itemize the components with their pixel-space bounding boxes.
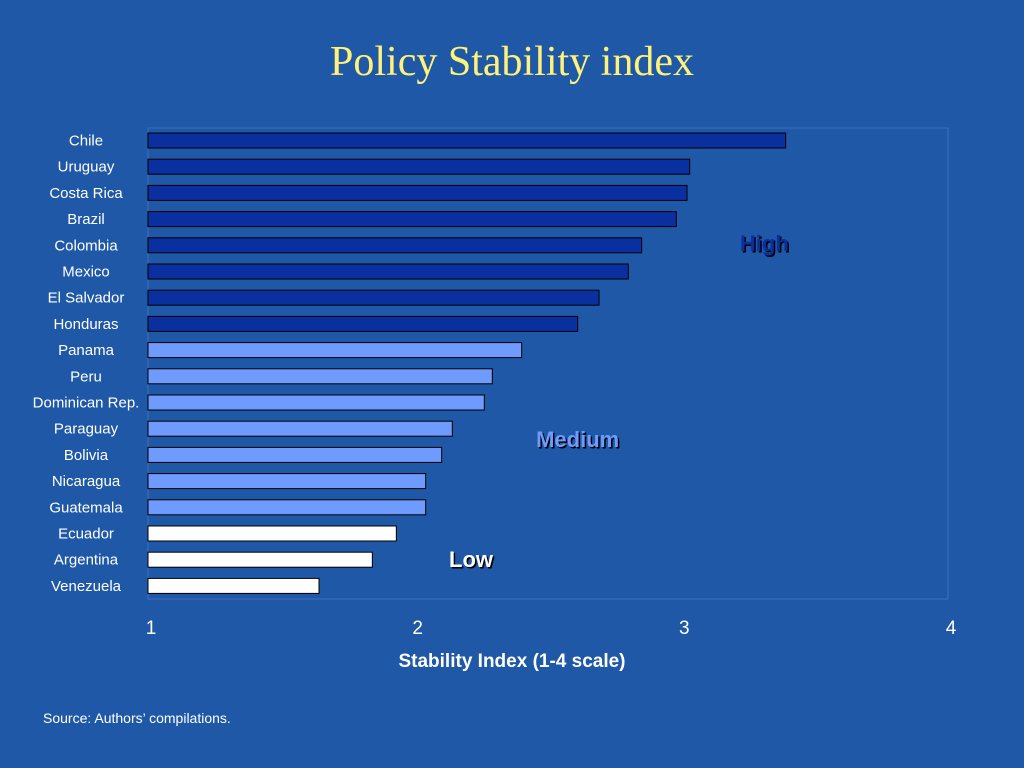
bar-argentina: [147, 551, 373, 568]
bar-ecuador: [147, 525, 397, 542]
category-label: Venezuela: [51, 578, 122, 595]
category-label: Uruguay: [58, 159, 115, 176]
plot-frame: [147, 127, 949, 600]
x-axis-label: Stability Index (1-4 scale): [398, 651, 626, 672]
category-label: Mexico: [62, 264, 110, 281]
category-label: Peru: [70, 368, 102, 385]
annotation-high: High: [740, 231, 789, 256]
annotation-low: Low: [449, 547, 494, 572]
bar-mexico: [147, 263, 629, 280]
bar-colombia: [147, 237, 643, 254]
bar-panama: [147, 342, 523, 359]
bar-brazil: [147, 211, 677, 228]
bar-el-salvador: [147, 289, 600, 306]
source-note: Source: Authors’ compilations.: [43, 710, 231, 726]
category-label: Brazil: [67, 211, 105, 228]
bar-costa-rica: [147, 184, 688, 201]
annotation-shadow: High: [741, 233, 790, 258]
category-label: Dominican Rep.: [33, 395, 140, 412]
category-label: El Salvador: [48, 290, 125, 307]
category-label: Costa Rica: [49, 185, 123, 202]
bar-bolivia: [147, 446, 443, 463]
category-label: Bolivia: [64, 447, 109, 464]
category-label: Honduras: [53, 316, 118, 333]
x-tick-label: 4: [946, 618, 957, 639]
annotation-shadow: Low: [451, 549, 496, 574]
bar-honduras: [147, 315, 579, 332]
category-label: Ecuador: [58, 526, 114, 543]
bar-paraguay: [147, 420, 453, 437]
x-tick-label: 3: [679, 618, 690, 639]
category-label: Nicaragua: [52, 473, 121, 490]
chart-title: Policy Stability index: [330, 39, 694, 85]
x-tick-label: 2: [412, 618, 423, 639]
bar-venezuela: [147, 577, 320, 594]
category-label: Paraguay: [54, 421, 119, 438]
annotation-shadow: Medium: [538, 429, 621, 454]
category-label: Argentina: [54, 552, 119, 569]
bar-dominican-rep: [147, 394, 485, 411]
bar-uruguay: [147, 158, 691, 175]
bar-chile: [147, 132, 787, 149]
category-label: Guatemala: [49, 499, 123, 516]
bar-peru: [147, 368, 493, 385]
category-label: Chile: [69, 133, 103, 150]
bar-chart: Chile Uruguay Costa Rica Brazil Colombia Mexi…: [33, 127, 957, 639]
annotation-medium: Medium: [536, 427, 619, 452]
bar-guatemala: [147, 499, 427, 516]
bar-nicaragua: [147, 473, 427, 490]
x-tick-label: 1: [146, 618, 157, 639]
category-label: Colombia: [54, 237, 118, 254]
category-label: Panama: [58, 342, 115, 359]
